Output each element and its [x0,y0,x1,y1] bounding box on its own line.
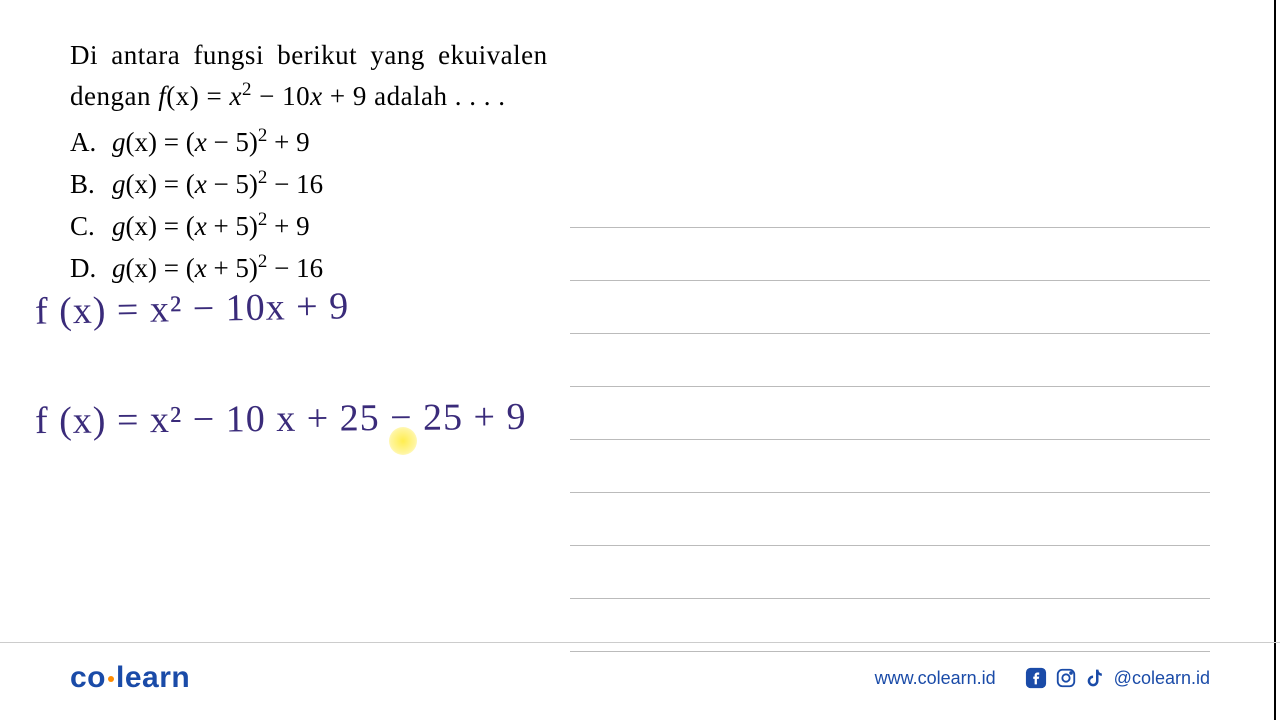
od-exp: 2 [258,251,267,272]
oa-x: (x) [126,127,157,157]
option-letter-c: C. [70,206,112,248]
ruled-line [570,175,1210,228]
website-url: www.colearn.id [875,668,996,689]
question-line-1: Di antara fungsi berikut yang ekuivalen [70,35,1210,76]
q2-end: + 9 adalah . . . . [323,81,506,111]
od-mid: + 5) [207,253,258,283]
logo-dot-icon [108,676,114,682]
oc-x: (x) [126,211,157,241]
q2-x: x [229,81,241,111]
q2-eq: = [199,81,229,111]
social-handle: @colearn.id [1114,668,1210,689]
od-eq: = ( [157,253,195,283]
oa-end: + 9 [267,127,309,157]
od-var: x [195,253,207,283]
q2-rest: − 10 [252,81,310,111]
oc-exp: 2 [258,209,267,230]
question-line-2: dengan f(x) = x2 − 10x + 9 adalah . . . … [70,76,1210,117]
oc-end: + 9 [267,211,309,241]
logo-part2: learn [116,661,190,694]
od-g: g [112,253,126,283]
instagram-icon [1054,666,1078,690]
ruled-line [570,228,1210,281]
od-end: − 16 [267,253,323,283]
q2-prefix: dengan [70,81,158,111]
option-b-content: g(x) = (x − 5)2 − 16 [112,164,323,206]
handwriting-line-2: f (x) = x² − 10 x + 25 − 25 + 9 [35,395,527,443]
footer-right: www.colearn.id @colearn.id [875,666,1210,690]
facebook-icon [1024,666,1048,690]
footer: colearn www.colearn.id @colearn.id [0,642,1280,695]
ruled-line [570,546,1210,599]
logo-part1: co [70,661,106,694]
option-letter-b: B. [70,164,112,206]
q2-exp: 2 [242,79,252,100]
ob-eq: = ( [157,169,195,199]
q2-xvar: (x) [166,81,199,111]
option-a-content: g(x) = (x − 5)2 + 9 [112,122,310,164]
oa-eq: = ( [157,127,195,157]
oa-var: x [195,127,207,157]
page-border [1274,0,1276,720]
logo: colearn [70,661,190,695]
handwriting-area: f (x) = x² − 10x + 9 f (x) = x² − 10 x +… [35,287,865,537]
ob-exp: 2 [258,167,267,188]
social-icons: @colearn.id [1024,666,1210,690]
oc-eq: = ( [157,211,195,241]
ob-x: (x) [126,169,157,199]
ob-mid: − 5) [207,169,258,199]
option-d-content: g(x) = (x + 5)2 − 16 [112,248,323,290]
q2-x2: x [310,81,322,111]
oc-mid: + 5) [207,211,258,241]
oa-mid: − 5) [207,127,258,157]
oc-var: x [195,211,207,241]
tiktok-icon [1084,666,1108,690]
ob-g: g [112,169,126,199]
option-letter-d: D. [70,248,112,290]
oa-exp: 2 [258,125,267,146]
oa-g: g [112,127,126,157]
od-x: (x) [126,253,157,283]
ob-end: − 16 [267,169,323,199]
handwriting-line-1: f (x) = x² − 10x + 9 [35,284,350,333]
option-letter-a: A. [70,122,112,164]
ob-var: x [195,169,207,199]
oc-g: g [112,211,126,241]
option-a: A. g(x) = (x − 5)2 + 9 [70,122,1210,164]
option-c-content: g(x) = (x + 5)2 + 9 [112,206,310,248]
